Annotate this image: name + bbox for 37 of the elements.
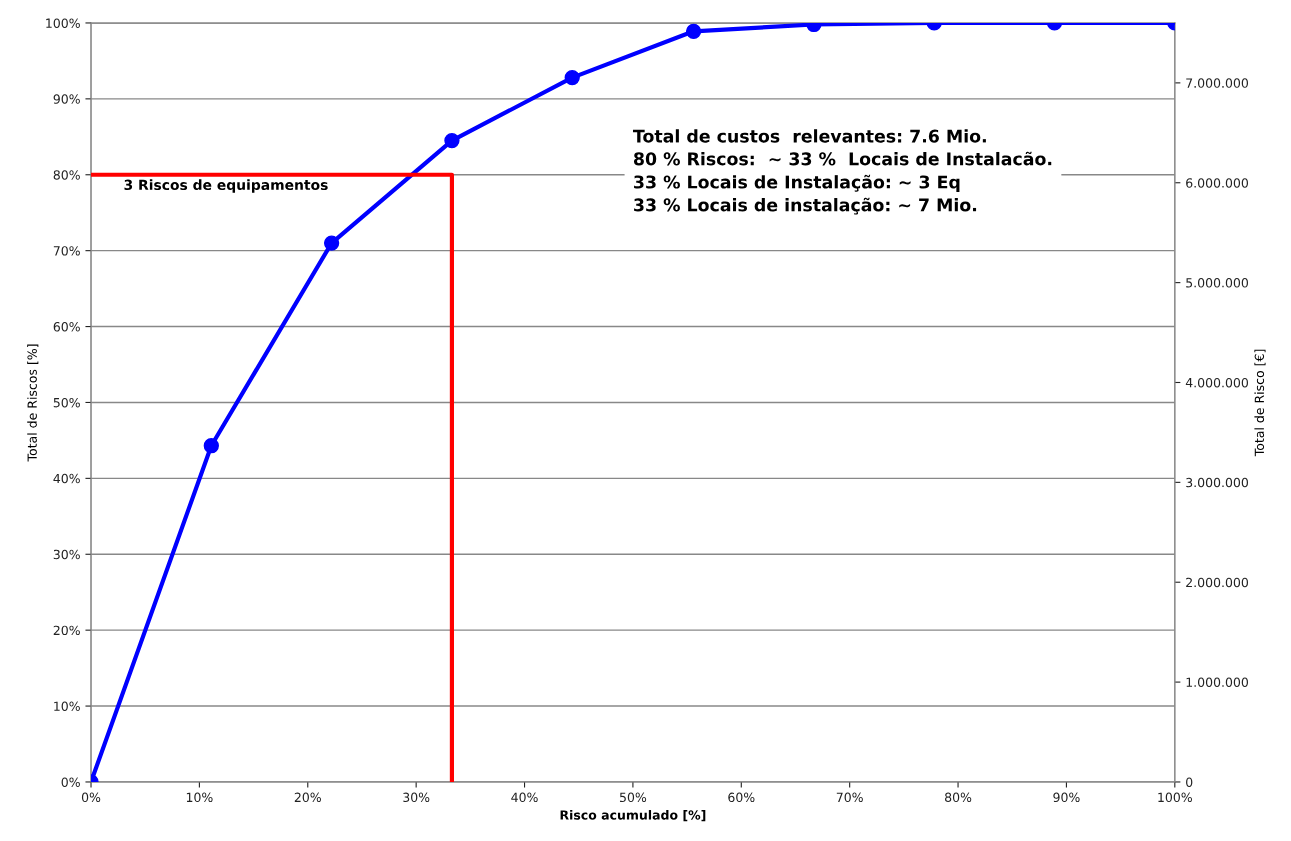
x-tick-label: 60%: [728, 792, 755, 803]
y2-tick-label: 5.000.000: [1186, 278, 1249, 288]
y-tick-label: 50%: [53, 397, 80, 408]
x-tick-label: 70%: [836, 792, 863, 803]
y2-tick-label: 6.000.000: [1186, 178, 1249, 188]
y2-tick-label: 1.000.000: [1186, 677, 1249, 688]
y-tick-label: 80%: [53, 170, 80, 180]
y-tick-label: 100%: [46, 18, 80, 28]
y2-tick-label: 4.000.000: [1185, 377, 1249, 388]
y-tick-label: 70%: [53, 246, 80, 256]
annotation: 3 Riscos de equipamentos: [124, 179, 328, 193]
y2-tick-label: 7.000.000: [1186, 78, 1249, 88]
x-tick-label: 0%: [81, 792, 101, 803]
y-tick-label: 40%: [53, 473, 80, 484]
point: [203, 438, 219, 454]
x-tick-label: 20%: [294, 792, 321, 803]
y-tick-label: 60%: [53, 322, 80, 332]
y-tick-label: 10%: [54, 701, 80, 711]
x-tick-label: 30%: [403, 792, 430, 803]
x-tick-label: 40%: [511, 792, 538, 803]
y-axis-title: Total de Riscos [%]: [27, 344, 39, 462]
y2-tick-label: 2.000.000: [1186, 577, 1249, 588]
y2-tick-label: 0: [1186, 777, 1193, 787]
x-tick-label: 50%: [619, 792, 647, 803]
y-tick-label: 90%: [53, 94, 80, 104]
annotation: Total de custos relevantes: 7.6 Mio. 80 % Riscos: ~ 33 % Locais de Instalacão. 33 % Locais de Instalação: ~ 3 Eq 33 % Locais de instalação: ~ 7 Mio.: [633, 129, 1052, 215]
y-tick-label: 0%: [61, 777, 80, 787]
y-tick-label: 20%: [53, 625, 80, 636]
point: [323, 235, 340, 251]
x-tick-label: 10%: [186, 792, 213, 803]
x-tick-label: 80%: [945, 792, 972, 803]
x-tick-label: 100%: [1158, 792, 1192, 803]
y2-tick-label: 3.000.000: [1186, 477, 1249, 488]
y2-axis-title: Total de Risco [€]: [1254, 349, 1266, 457]
x-tick-label: 90%: [1053, 792, 1080, 803]
y-tick-label: 30%: [53, 549, 80, 560]
x-axis-title: Risco acumulado [%]: [560, 810, 706, 822]
